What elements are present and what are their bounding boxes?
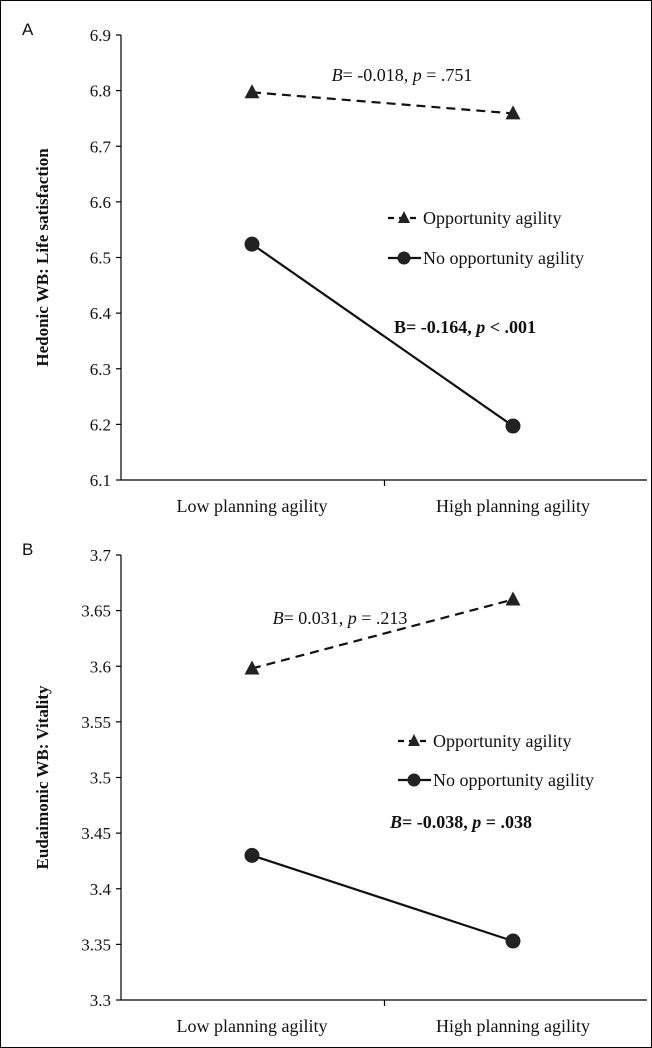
annotation-part: p [346,608,357,628]
annotation-part: p [474,317,485,337]
y-tick-label: 6.6 [90,193,111,212]
y-axis-label: Eudaimonic WB: Vitality [33,685,52,869]
legend-marker-triangle [398,211,410,223]
panel-label: B [22,540,33,559]
annotation-part: = .213 [357,608,408,628]
y-tick-label: 3.3 [90,991,111,1010]
y-tick-label: 6.2 [90,415,111,434]
annotation-part: B [332,65,343,85]
data-point-circle [244,847,260,863]
data-point-triangle [244,84,260,99]
slope-annotation: B= -0.164, p < .001 [394,317,536,337]
slope-annotation: B= 0.031, p = .213 [273,608,408,628]
y-tick-label: 3.4 [90,880,112,899]
y-tick-label: 3.7 [90,546,112,565]
y-tick-label: 3.5 [90,769,111,788]
data-point-triangle [505,105,521,120]
y-tick-label: 6.8 [90,82,111,101]
slope-annotation: B= -0.038, p = .038 [389,812,532,832]
y-axis-label: Hedonic WB: Life satisfaction [33,148,52,367]
x-tick-label: Low planning agility [177,1016,328,1036]
y-tick-label: 6.4 [90,304,112,323]
data-point-triangle [505,591,521,606]
y-tick-label: 3.45 [81,824,111,843]
legend-marker-triangle [408,734,420,746]
legend-marker-circle [407,773,421,787]
y-tick-label: 3.6 [90,657,111,676]
data-point-circle [505,418,521,434]
legend-label: Opportunity agility [433,731,572,751]
y-tick-label: 6.9 [90,26,111,45]
annotation-part: p [411,65,422,85]
x-tick-label: Low planning agility [177,496,328,516]
chart-panel-A: B= -0.018, p = .751 B= -0.164, p < .001 [116,34,647,486]
annotation-part: B [273,608,284,628]
annotation-part: = .751 [422,65,473,85]
panel-label: A [22,20,34,39]
annotation-part: B [389,812,402,832]
annotation-part: = -0.018, [343,65,413,85]
series-line-opportunity-agility [251,91,514,115]
y-tick-label: 6.1 [90,471,111,490]
y-tick-label: 6.3 [90,360,111,379]
annotation-part: = 0.031, [284,608,348,628]
annotation-part: < .001 [485,317,536,337]
x-tick-label: High planning agility [436,496,590,516]
data-point-triangle [244,660,260,675]
y-tick-label: 6.7 [90,137,112,156]
series-line-no-opportunity-agility [251,854,514,943]
y-tick-label: 3.35 [81,935,111,954]
slope-annotation: B= -0.018, p = .751 [332,65,473,85]
series-line-no-opportunity-agility [251,243,514,427]
y-tick-label: 6.5 [90,249,111,268]
legend-label: No opportunity agility [433,770,594,790]
annotation-part: p [470,812,481,832]
y-tick-label: 3.55 [81,713,111,732]
legend-label: Opportunity agility [423,208,562,228]
annotation-part: B= -0.164, [394,317,476,337]
data-point-circle [505,933,521,949]
data-point-circle [244,236,260,252]
legend-marker-circle [397,251,411,265]
x-tick-label: High planning agility [436,1016,590,1036]
annotation-part: = .038 [481,812,532,832]
legend-label: No opportunity agility [423,248,584,268]
y-tick-label: 3.65 [81,602,111,621]
annotation-part: = -0.038, [402,812,472,832]
